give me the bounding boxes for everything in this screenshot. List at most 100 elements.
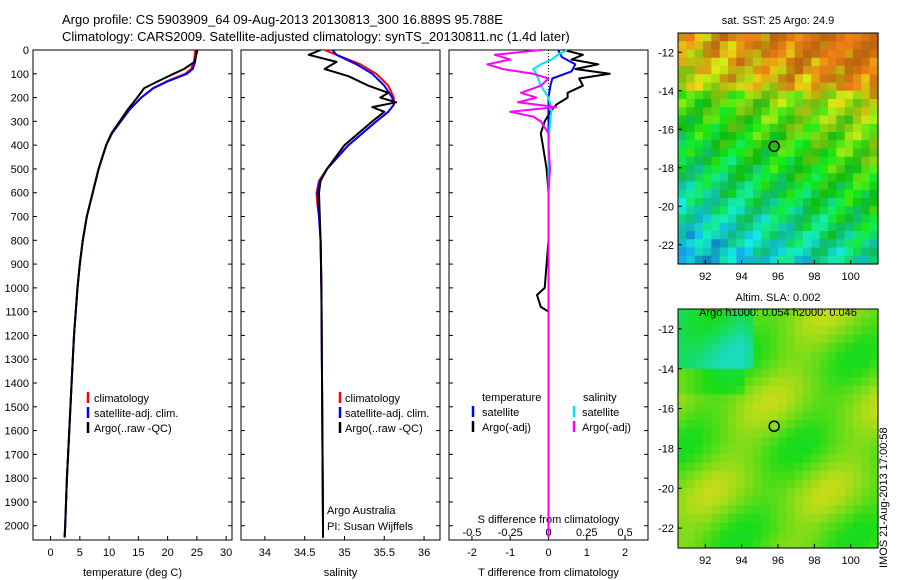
sla-map-cell	[736, 419, 746, 430]
sla-map-cell	[786, 488, 796, 498]
sla-map-cell	[844, 360, 854, 370]
sst-map-cell	[836, 255, 846, 265]
sla-map-cell	[778, 377, 787, 387]
sst-map-cell	[786, 239, 796, 249]
sst-map-cell	[744, 132, 754, 141]
sla-map-cell	[853, 309, 862, 319]
sla-map-cell	[811, 326, 821, 336]
sla-map-cell	[853, 471, 862, 481]
sst-map-cell	[694, 173, 704, 183]
sla-map-cell	[736, 522, 746, 532]
sst-map-cell	[694, 41, 704, 51]
sla-map-cell	[694, 462, 704, 472]
sla-map-cell	[811, 471, 821, 481]
sla-map-cell	[861, 454, 871, 464]
sla-map-cell	[794, 309, 804, 319]
sla-map-cell	[861, 505, 871, 515]
sla-map-cell	[828, 394, 837, 404]
sst-map-cell	[711, 198, 721, 207]
sst-map-cell	[686, 57, 696, 67]
sla-map-cell	[786, 437, 796, 447]
sla-map-cell	[736, 411, 746, 421]
sla-map-cell	[778, 445, 787, 455]
sst-map-cell	[694, 222, 704, 232]
sst-map-cell	[794, 165, 804, 174]
sla-map-cell	[803, 317, 812, 327]
sla-map-cell	[811, 402, 821, 413]
sst-map-cell	[769, 156, 779, 166]
sst-map-cell	[694, 33, 704, 42]
sla-map-cell	[803, 437, 812, 447]
sst-map-cell	[711, 49, 721, 59]
sst-map-cell	[744, 214, 754, 224]
sla-map-cell	[686, 454, 696, 464]
sla-map-cell	[794, 317, 804, 327]
sla-map-cell	[703, 496, 712, 506]
sst-map-cell	[703, 132, 712, 141]
sst-map-cell	[828, 90, 837, 100]
title-line-1: Argo profile: CS 5903909_64 09-Aug-2013 …	[62, 12, 503, 27]
sla-map-cell	[694, 513, 704, 523]
sla-map-cell	[703, 377, 712, 387]
sst-map-cell	[678, 99, 687, 108]
sst-map-cell	[686, 239, 696, 249]
sst-map-cell	[711, 206, 721, 216]
sst-map-cell	[828, 99, 837, 108]
sst-map-cell	[811, 107, 821, 117]
sst-map-cell	[694, 115, 704, 125]
sst-map-cell	[794, 66, 804, 75]
sst-map-cell	[819, 123, 829, 133]
sst-map-cell	[794, 33, 804, 42]
sla-map-cell	[761, 343, 771, 353]
difference-top-tick-label: -0.5	[462, 527, 481, 539]
sst-map-cell	[786, 173, 796, 183]
salinity-series-line-1	[315, 49, 395, 538]
sla-map-cell	[678, 317, 687, 327]
depth-tick-label: 1300	[5, 354, 29, 366]
sla-map-cell	[728, 462, 737, 472]
sst-map-cell	[769, 107, 779, 117]
sst-map-cell	[794, 49, 804, 59]
sla-map-cell	[753, 505, 762, 515]
sla-map-cell	[803, 334, 812, 344]
sla-map-cell	[753, 309, 762, 319]
sla-map-cell	[761, 539, 771, 549]
sst-map-cell	[736, 148, 746, 158]
sst-map-cell	[828, 41, 837, 51]
sst-map-cell	[819, 82, 829, 92]
sst-map-cell	[869, 99, 879, 108]
sla-map-cell	[686, 539, 696, 549]
sla-map-cell	[861, 445, 871, 455]
sst-map-cell	[861, 123, 871, 133]
sla-map-cell	[694, 454, 704, 464]
sla-map-cell	[836, 411, 846, 421]
sla-map-cell	[844, 343, 854, 353]
sla-map-cell	[786, 445, 796, 455]
sst-map-cell	[786, 33, 796, 42]
sst-map-cell	[836, 74, 846, 84]
sst-map-cell	[803, 140, 812, 150]
sst-map-cell	[719, 99, 729, 108]
sst-map-cell	[678, 173, 687, 183]
sst-map-cell	[736, 115, 746, 125]
sla-map-cell	[828, 539, 837, 549]
sla-map-cell	[769, 334, 779, 344]
sst-map-cell	[761, 140, 771, 150]
sst-map-cell	[853, 82, 862, 92]
sla-map-cell	[769, 317, 779, 327]
sst-map-cell	[736, 90, 746, 100]
sst-map-cell	[861, 148, 871, 158]
sst-map-cell	[728, 74, 737, 84]
sst-map-cell	[769, 66, 779, 75]
sst-map-cell	[869, 33, 879, 42]
sla-map-cell	[769, 402, 779, 413]
sst-map-cell	[694, 206, 704, 216]
sla-map-cell	[686, 479, 696, 489]
sst-map-cell	[811, 231, 821, 240]
sla-map-cell	[711, 505, 721, 515]
sst-map-cell	[719, 173, 729, 183]
sla-map-cell	[678, 351, 687, 361]
sst-map-cell	[711, 156, 721, 166]
sla-map-cell	[811, 385, 821, 395]
sla-map-cell	[678, 411, 687, 421]
